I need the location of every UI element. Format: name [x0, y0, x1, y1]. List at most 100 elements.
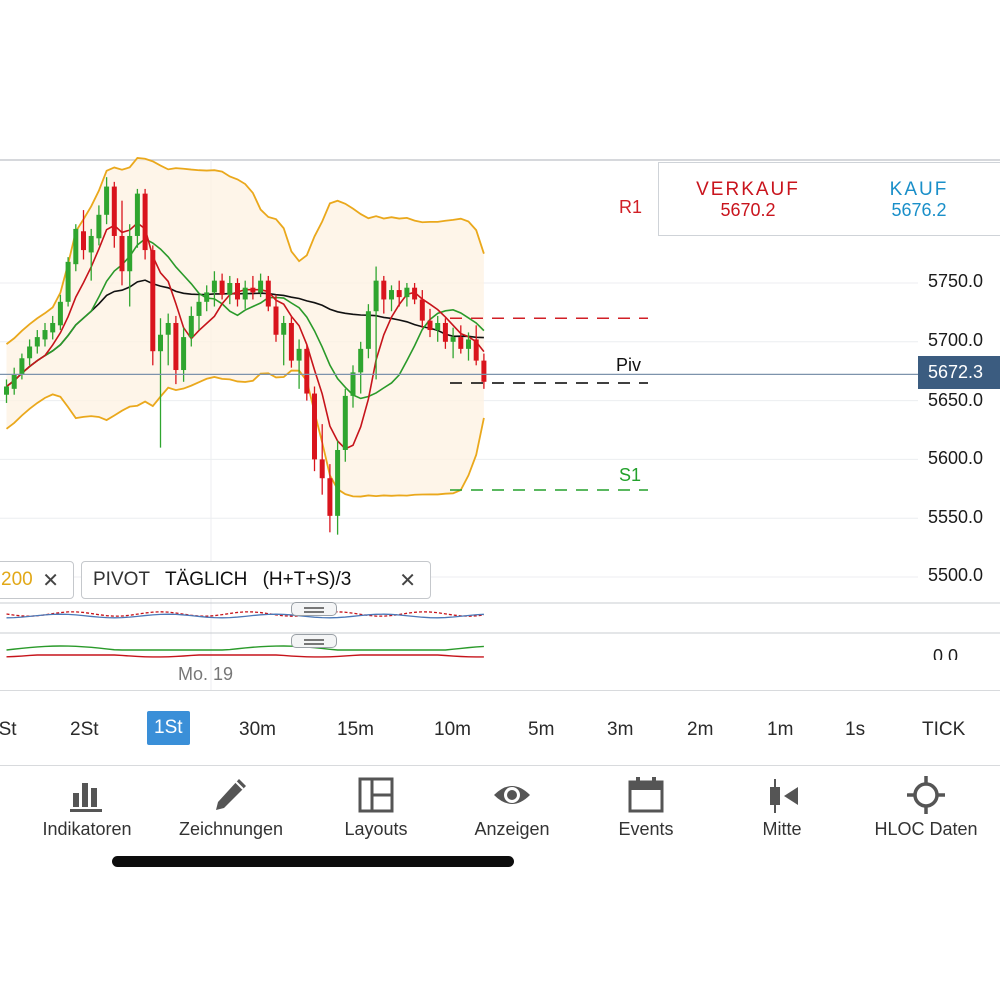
price-chart[interactable]	[0, 0, 1000, 700]
candle	[419, 290, 425, 328]
candle-body	[104, 186, 110, 215]
candle-body	[365, 311, 371, 349]
candle-body	[265, 280, 271, 307]
candle	[81, 210, 86, 260]
panel-resize-handle[interactable]	[291, 602, 337, 616]
indicator-chip-ma[interactable]: 200 ✕	[0, 561, 74, 599]
tool-label: Mitte	[762, 819, 802, 839]
candle-body	[481, 360, 487, 382]
mitte-button[interactable]: Mitte	[756, 775, 808, 840]
zeichnungen-button[interactable]: Zeichnungen	[174, 775, 288, 840]
candle	[319, 424, 325, 495]
panel-resize-handle[interactable]	[291, 634, 337, 648]
candle	[4, 379, 9, 403]
candle-body	[319, 459, 325, 479]
candle-body	[88, 235, 94, 253]
hloc-daten-button[interactable]: HLOC Daten	[868, 775, 984, 840]
pivot-piv-label: Piv	[616, 355, 642, 375]
remove-pivot-icon[interactable]: ✕	[399, 569, 416, 592]
pivot-chip-period: TÄGLICH	[164, 569, 248, 590]
candle	[127, 224, 133, 307]
candle-body	[350, 372, 356, 396]
candle	[412, 283, 418, 305]
candle	[381, 275, 387, 314]
candle-body	[389, 290, 394, 300]
candle	[404, 283, 410, 307]
timeframe-10m[interactable]: 10m	[434, 719, 471, 740]
timeframe-5m[interactable]: 5m	[528, 719, 555, 740]
chart-area[interactable]: VERKAUF 5670.2 KAUF 5676.2 5750.0 5700.0…	[0, 0, 1000, 700]
oscillator-1-main-line	[6, 613, 484, 619]
candle	[42, 322, 48, 347]
tool-label: Anzeigen	[474, 819, 550, 839]
candle-body	[435, 322, 441, 331]
candle	[50, 315, 56, 340]
candle	[134, 188, 140, 248]
candle	[435, 315, 441, 342]
candle-body	[65, 261, 71, 302]
remove-ma-icon[interactable]: ✕	[42, 569, 59, 592]
layouts-button[interactable]: Layouts	[340, 775, 412, 840]
candle	[165, 313, 171, 366]
candle-body	[342, 395, 348, 450]
sell-label: VERKAUF	[696, 178, 800, 200]
candle	[111, 181, 117, 248]
candle	[396, 280, 402, 307]
timeframe-1s[interactable]: 1s	[845, 719, 866, 740]
timeframe-1m[interactable]: 1m	[767, 719, 794, 740]
candle-body	[450, 337, 456, 342]
timeframe-15m[interactable]: 15m	[337, 719, 374, 740]
timeframe-30m[interactable]: 30m	[239, 719, 276, 740]
center-icon	[770, 779, 798, 813]
candle	[288, 315, 294, 368]
candle	[327, 464, 333, 533]
candle	[227, 275, 233, 305]
candle-body	[204, 292, 210, 302]
timeframe-tick[interactable]: TICK	[922, 719, 966, 740]
candle	[442, 318, 448, 349]
indicator-chip-pivot[interactable]: PIVOT TÄGLICH (H+T+S)/3 ✕	[81, 561, 431, 599]
timeframe-2m[interactable]: 2m	[687, 719, 714, 740]
candle	[373, 266, 379, 380]
timeframe-3m[interactable]: 3m	[607, 719, 634, 740]
pivot-chip-text: PIVOT TÄGLICH (H+T+S)/3	[93, 569, 361, 591]
candle	[96, 205, 102, 246]
candle-body	[111, 186, 117, 236]
candle-body	[4, 386, 9, 395]
pivot-r1-label: R1	[619, 197, 643, 217]
events-button[interactable]: Events	[614, 775, 678, 840]
candle	[258, 273, 264, 298]
candle	[281, 315, 287, 366]
candle	[34, 330, 40, 354]
candle-body	[173, 322, 179, 371]
candle-body	[235, 283, 240, 300]
candle	[119, 200, 125, 286]
timeframe-4st[interactable]: 4St	[0, 719, 17, 740]
oscillator-2-down-line	[6, 654, 484, 658]
current-price-tag: 5672.3	[918, 356, 1000, 389]
indikatoren-button[interactable]: Indikatoren	[38, 775, 136, 840]
sell-button[interactable]: VERKAUF 5670.2	[658, 162, 838, 236]
candle	[304, 344, 310, 401]
candle	[65, 257, 71, 307]
sell-price: 5670.2	[720, 199, 776, 220]
candle-body	[273, 306, 279, 335]
candle-body	[219, 280, 225, 295]
timeframe-2st[interactable]: 2St	[70, 719, 99, 740]
anzeigen-button[interactable]: Anzeigen	[470, 775, 554, 840]
candle	[358, 341, 364, 394]
candle-body	[404, 287, 410, 298]
y-axis-label: 5650.0	[928, 390, 984, 410]
candle-body	[358, 348, 364, 373]
candle	[296, 339, 302, 389]
tool-label: Events	[618, 819, 674, 839]
buy-button[interactable]: KAUF 5676.2	[837, 162, 1000, 236]
candle	[19, 353, 25, 380]
candle	[342, 388, 348, 462]
candle	[173, 315, 179, 385]
y-axis-label: 5500.0	[928, 565, 984, 585]
buy-label: KAUF	[889, 178, 949, 200]
timeframe-1st[interactable]: 1St	[147, 711, 190, 745]
buy-price: 5676.2	[891, 199, 947, 220]
candle-body	[188, 315, 194, 338]
